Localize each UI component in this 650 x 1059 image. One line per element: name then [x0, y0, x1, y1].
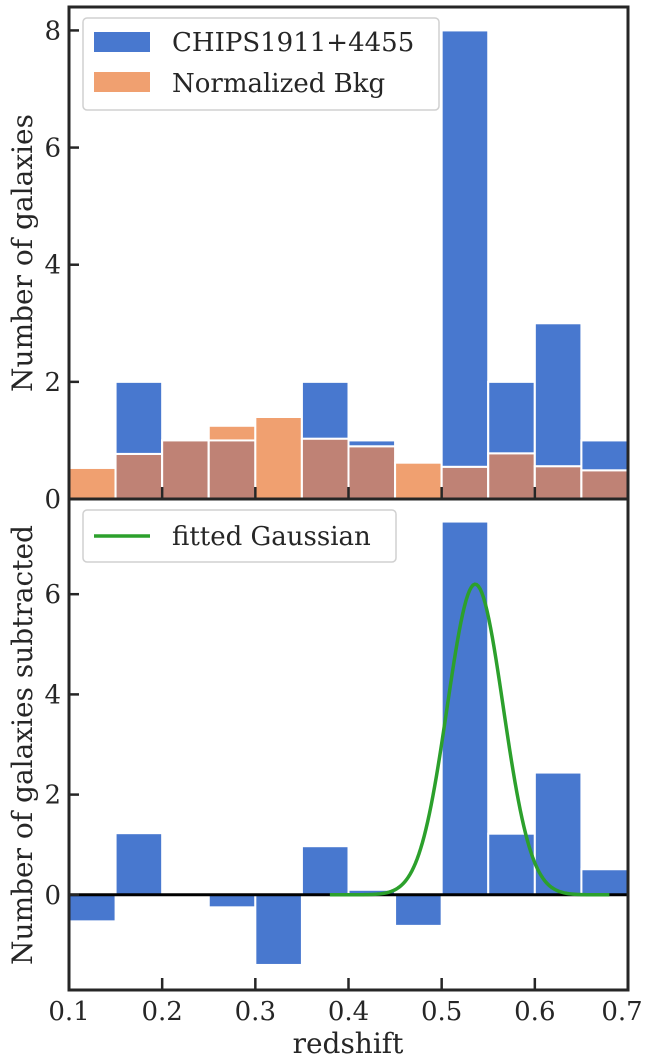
bar-chips-excess: [487, 380, 536, 455]
top-legend: CHIPS1911+4455 Normalized Bkg: [82, 17, 440, 111]
top-legend-box: [82, 17, 440, 111]
fitted-gaussian-line: [329, 582, 610, 897]
x-tick-label: 0.1: [48, 997, 89, 1027]
top-bars: [68, 29, 630, 501]
bar-bkg: [68, 466, 117, 501]
bar-bkg: [254, 416, 303, 500]
bar-overlap: [487, 452, 536, 501]
bottom-y-tick-label: 4: [44, 680, 61, 710]
bar-overlap: [347, 445, 397, 500]
legend-label-bkg: Normalized Bkg: [172, 69, 385, 99]
bottom-bars: [68, 520, 630, 966]
top-y-ticks: 0 2 4 6 8: [44, 16, 79, 515]
bar-chips-excess: [440, 29, 490, 468]
top-panel: 0 2 4 6 8 Number of galaxies CHIPS1911+4455 …: [6, 5, 630, 515]
bar-subtracted: [580, 868, 630, 896]
bar-overlap: [440, 465, 490, 500]
top-x-ticks: [160, 487, 537, 499]
top-y-tick-label: 8: [44, 16, 61, 46]
bar-overlap: [580, 469, 630, 500]
top-y-axis-label: Number of galaxies: [6, 114, 39, 392]
x-tick-label: 0.4: [328, 997, 369, 1027]
bar-subtracted: [114, 832, 164, 896]
x-tick-label: 0.3: [235, 997, 276, 1027]
bar-bkg: [394, 461, 443, 500]
x-tick-label: 0.5: [421, 997, 462, 1027]
top-y-tick-label: 2: [44, 368, 61, 398]
top-y-tick-label: 4: [44, 251, 61, 281]
bottom-y-tick-label: 2: [44, 781, 61, 811]
x-axis-label: redshift: [293, 1027, 405, 1059]
legend-label-gaussian: fitted Gaussian: [172, 522, 371, 552]
bar-subtracted: [394, 893, 443, 927]
bottom-y-ticks: 0 2 4 6: [44, 580, 79, 911]
bar-overlap: [114, 452, 164, 500]
legend-swatch-chips: [94, 32, 150, 52]
bottom-legend: fitted Gaussian: [82, 509, 397, 563]
x-tick-label: 0.2: [141, 997, 182, 1027]
bar-chips-excess: [533, 322, 583, 468]
bar-subtracted: [254, 893, 303, 966]
bottom-x-ticks: 0.1 0.2 0.3 0.4 0.5 0.6 0.7: [48, 978, 643, 1027]
bar-chips-excess: [114, 380, 164, 455]
x-tick-label: 0.7: [601, 997, 642, 1027]
x-tick-label: 0.6: [514, 997, 555, 1027]
bottom-y-axis-label: Number of galaxies subtracted: [6, 525, 39, 965]
bar-subtracted: [68, 893, 117, 923]
bottom-y-tick-label: 0: [44, 881, 61, 911]
top-y-tick-label: 6: [44, 134, 61, 164]
bar-overlap: [207, 439, 257, 500]
bar-subtracted: [207, 893, 257, 909]
bar-overlap: [300, 437, 350, 500]
bar-chips-excess: [347, 439, 397, 448]
bar-subtracted: [300, 845, 350, 896]
legend-swatch-bkg: [94, 72, 150, 92]
bottom-y-tick-label: 6: [44, 580, 61, 610]
bar-overlap: [161, 439, 210, 500]
bottom-panel: 0 2 4 6 0.1 0.2 0.3 0.4 0.5 0.6 0.7 Number of gal…: [6, 497, 643, 1059]
bar-chips-excess: [300, 380, 350, 440]
bar-overlap: [533, 465, 583, 501]
bottom-axes-frame: [67, 497, 630, 992]
bottom-legend-box: [82, 509, 397, 563]
legend-label-chips: CHIPS1911+4455: [172, 28, 414, 58]
top-y-tick-label: 0: [44, 485, 61, 515]
bar-chips-excess: [580, 439, 630, 472]
